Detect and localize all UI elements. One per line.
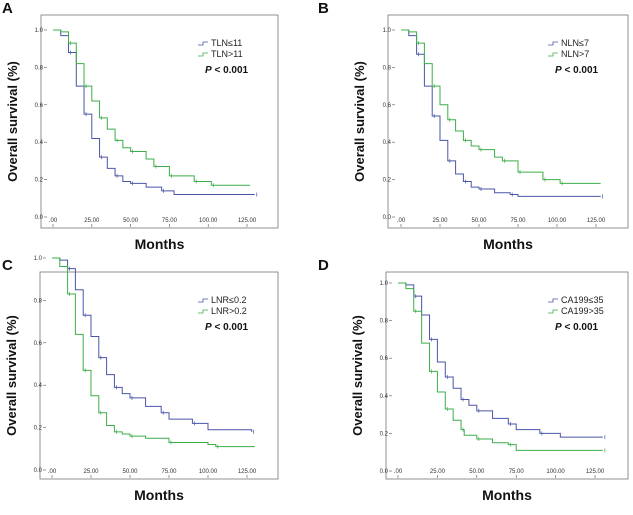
legend-swatch (548, 41, 558, 46)
x-tick-label: 125.00 (587, 218, 606, 224)
y-axis-label: Overall survival (%) (4, 315, 19, 436)
x-tick-label: 100.00 (546, 469, 565, 475)
legend-entry: LNR≤0.2 (211, 295, 246, 305)
x-tick-label: .00 (394, 469, 403, 475)
y-tick-label: 0.0 (35, 215, 44, 221)
y-tick-label: 0.4 (383, 140, 392, 146)
survival-curve-1 (398, 282, 603, 438)
y-tick-label: 0.8 (34, 298, 43, 304)
x-tick-label: 100.00 (199, 469, 218, 475)
x-axis-label: Months (482, 487, 532, 503)
y-tick-label: 1.0 (35, 28, 44, 34)
y-tick-label: 0.4 (34, 383, 43, 389)
x-tick-label: 75.00 (510, 218, 526, 224)
survival-curve-2 (53, 29, 251, 186)
x-tick-label: 125.00 (238, 469, 257, 475)
legend-entry: LNR>0.2 (211, 306, 247, 316)
legend-entry: TLN>11 (211, 49, 243, 59)
panel-C: C 0.0 0.2 0.4 0.6 0.8 1.0 .00 25.00 50.00 75.00 100… (2, 256, 279, 503)
p-value: P < 0.001 (205, 322, 249, 333)
panel-label: C (2, 257, 13, 274)
panel-D: D 0.0 0.2 0.4 0.6 0.8 1.0 .00 25.00 50.00 75.00 100… (318, 257, 629, 503)
x-tick-label: 75.00 (509, 469, 525, 475)
y-tick-label: 0.8 (380, 319, 389, 325)
plot-frame (387, 14, 629, 229)
legend-swatch (198, 309, 208, 314)
x-tick-label: 25.00 (432, 218, 448, 224)
plot-frame (40, 14, 279, 229)
x-tick-label: 50.00 (122, 469, 138, 475)
legend-swatch (198, 41, 208, 46)
panel-label: B (318, 0, 329, 17)
plot-frame (385, 271, 629, 480)
y-tick-label: 0.6 (383, 103, 392, 109)
y-tick-label: 0.6 (34, 341, 43, 347)
x-tick-label: 25.00 (430, 469, 446, 475)
survival-curve-2 (401, 29, 601, 184)
legend-entry: NLN≤7 (561, 38, 589, 48)
legend-swatch (548, 298, 558, 303)
y-axis-label: Overall survival (%) (5, 61, 20, 182)
panel-B: B 0.0 0.2 0.4 0.6 0.8 1.0 .00 25.00 50.00 75.00 100… (318, 0, 629, 252)
x-tick-label: 25.00 (83, 469, 99, 475)
y-axis-label: Overall survival (%) (352, 61, 367, 182)
survival-curve-1 (52, 257, 253, 432)
p-value: P < 0.001 (205, 65, 249, 76)
x-tick-label: 125.00 (586, 469, 605, 475)
x-tick-label: 100.00 (548, 218, 567, 224)
panel-label: D (318, 257, 329, 274)
survival-curve-2 (398, 282, 603, 451)
y-tick-label: 0.4 (35, 140, 44, 146)
legend-swatch (548, 309, 558, 314)
x-tick-label: 100.00 (199, 218, 218, 224)
panel-label: A (2, 0, 13, 17)
x-tick-label: .00 (397, 218, 406, 224)
x-tick-label: .00 (49, 218, 58, 224)
survival-curve-2 (52, 257, 255, 448)
y-tick-label: 0.4 (380, 394, 389, 400)
legend-swatch (198, 52, 208, 57)
survival-curve-1 (401, 29, 601, 197)
p-value: P < 0.001 (555, 65, 599, 76)
y-tick-label: 0.8 (383, 65, 392, 71)
x-tick-label: 50.00 (469, 469, 485, 475)
x-axis-label: Months (135, 236, 185, 252)
y-tick-label: 0.0 (380, 469, 389, 475)
y-tick-label: 0.6 (380, 356, 389, 362)
legend-entry: TLN≤11 (211, 38, 242, 48)
x-axis-label: Months (483, 236, 533, 252)
x-tick-label: 75.00 (161, 469, 177, 475)
x-axis-label: Months (134, 487, 184, 503)
y-tick-label: 0.2 (383, 178, 392, 184)
y-tick-label: 1.0 (380, 281, 389, 287)
y-tick-label: 0.2 (380, 431, 389, 437)
y-tick-label: 0.0 (383, 215, 392, 221)
y-tick-label: 1.0 (383, 28, 392, 34)
x-tick-label: 75.00 (162, 218, 178, 224)
y-axis-label: Overall survival (%) (350, 315, 365, 436)
y-tick-label: 0.0 (34, 468, 43, 474)
legend-entry: NLN>7 (561, 49, 589, 59)
y-tick-label: 0.2 (34, 426, 43, 432)
y-tick-label: 1.0 (34, 256, 43, 262)
y-tick-label: 0.6 (35, 103, 44, 109)
legend-swatch (198, 298, 208, 303)
legend-entry: CA199≤35 (561, 295, 603, 305)
legend-swatch (548, 52, 558, 57)
x-tick-label: 125.00 (238, 218, 257, 224)
survival-curve-1 (53, 29, 255, 196)
p-value: P < 0.001 (555, 322, 599, 333)
x-tick-label: 25.00 (84, 218, 100, 224)
x-tick-label: .00 (48, 469, 57, 475)
x-tick-label: 50.00 (123, 218, 139, 224)
y-tick-label: 0.8 (35, 65, 44, 71)
plot-frame (39, 271, 279, 480)
y-tick-label: 0.2 (35, 178, 44, 184)
x-tick-label: 50.00 (471, 218, 487, 224)
legend-entry: CA199>35 (561, 306, 604, 316)
panel-A: A 0.0 0.2 0.4 0.6 0.8 1.0 .00 25.00 50.00 75.00 100… (2, 0, 279, 252)
